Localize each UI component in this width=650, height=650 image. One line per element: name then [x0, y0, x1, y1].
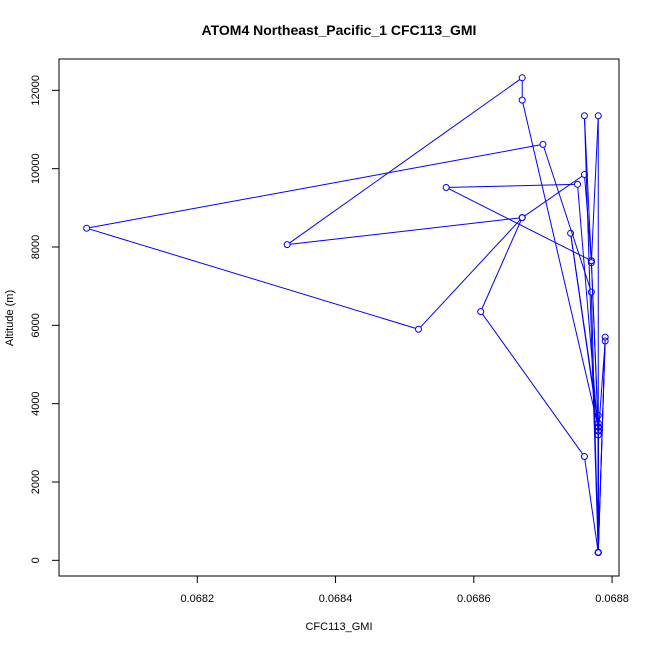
series-segment: [482, 313, 584, 455]
y-tick-label: 8000: [30, 235, 42, 259]
x-tick-label: 0.0684: [319, 593, 353, 605]
y-tick-label: 12000: [30, 75, 42, 106]
data-point: [415, 325, 423, 333]
data-point: [580, 171, 588, 179]
data-point: [594, 112, 602, 120]
data-point: [283, 241, 291, 249]
y-tick-label: 2000: [30, 470, 42, 494]
y-tick-label: 10000: [30, 153, 42, 184]
x-axis-label: CFC113_GMI: [305, 621, 372, 633]
data-point: [594, 423, 602, 431]
data-point: [594, 427, 602, 435]
data-point: [580, 112, 588, 120]
y-axis-label: Altitude (m): [4, 290, 16, 346]
data-point: [587, 259, 595, 267]
series-segment: [89, 228, 416, 329]
y-axis: 0 2000 4000 6000 8000 10000 12000: [30, 75, 60, 563]
data-point: [587, 257, 595, 265]
data-point: [518, 214, 526, 222]
series-segment: [597, 343, 606, 433]
data-point: [518, 74, 526, 82]
series-segment: [590, 295, 599, 550]
data-point: [539, 140, 547, 148]
data-point: [477, 308, 485, 316]
y-tick-label: 4000: [30, 391, 42, 415]
data-point: [83, 224, 91, 232]
series-segment: [570, 236, 599, 425]
series-segment: [420, 219, 521, 328]
y-tick-label: 6000: [30, 313, 42, 337]
series-segment: [584, 459, 599, 550]
data-point: [580, 453, 588, 461]
x-tick-label: 0.0686: [457, 593, 491, 605]
plot-frame: [58, 58, 620, 577]
series-segment: [89, 144, 541, 229]
series-segment: [543, 147, 591, 290]
series-layer: [83, 74, 609, 556]
data-point: [587, 288, 595, 296]
data-point: [574, 180, 582, 188]
data-point: [594, 431, 602, 439]
series-segment: [481, 220, 522, 310]
data-point: [594, 411, 602, 419]
data-point: [594, 549, 602, 556]
series-segment: [524, 175, 583, 217]
series-segment: [597, 340, 606, 550]
x-axis: 0.0682 0.0684 0.0686 0.0688: [180, 575, 629, 605]
x-tick-label: 0.0682: [180, 593, 214, 605]
y-tick-label: 0: [30, 557, 42, 563]
data-point: [567, 229, 575, 237]
series-segment: [449, 183, 575, 188]
series-segment: [290, 217, 520, 245]
series-segment: [448, 188, 589, 260]
chart-title: ATOM4 Northeast_Pacific_1 CFC113_GMI: [202, 22, 477, 38]
series-segment: [289, 79, 521, 244]
data-point: [594, 419, 602, 427]
series-segment: [584, 177, 592, 258]
data-point: [601, 337, 609, 345]
data-point: [601, 333, 609, 341]
x-tick-label: 0.0688: [595, 593, 629, 605]
data-point: [518, 96, 526, 104]
series-segment: [577, 187, 599, 433]
series-segment: [590, 118, 599, 260]
series-segment: [590, 263, 599, 425]
series-segment: [522, 102, 599, 425]
data-point: [442, 183, 450, 191]
